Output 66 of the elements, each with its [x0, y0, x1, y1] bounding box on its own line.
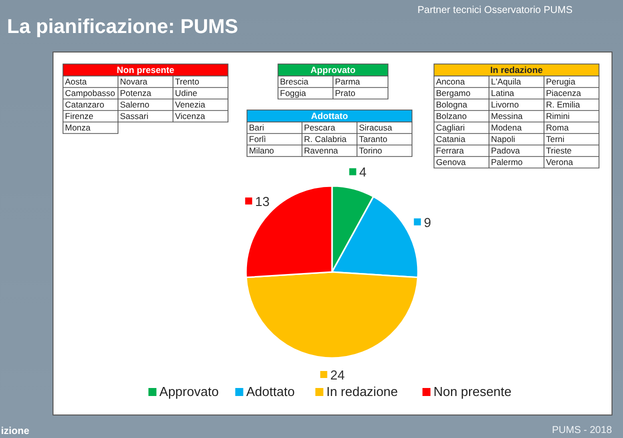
- text: Rimini: [546, 111, 570, 121]
- text: Siracusa: [359, 122, 392, 132]
- text: Livorno: [491, 100, 520, 110]
- text: Ravenna: [304, 146, 338, 156]
- text: izione: [1, 426, 30, 437]
- text: Non presente: [116, 65, 174, 75]
- text: Cagliari: [436, 122, 465, 132]
- text: Perugia: [546, 76, 576, 86]
- text: Bergamo: [436, 88, 471, 98]
- text: Partner tecnici Osservatorio PUMS: [417, 5, 573, 16]
- legend-label: Non presente: [433, 384, 512, 399]
- text: Prato: [335, 88, 356, 98]
- legend-label: In redazione: [326, 384, 398, 399]
- text: Aosta: [65, 76, 88, 86]
- text: In redazione: [490, 65, 543, 75]
- chart-title: La pianificazione: PUMS: [7, 16, 238, 38]
- text: Trento: [175, 76, 200, 86]
- text: Firenze: [65, 111, 94, 121]
- text: Novara: [120, 76, 148, 86]
- text: Latina: [491, 88, 514, 98]
- text: Trieste: [546, 146, 572, 156]
- text: Venezia: [175, 100, 206, 110]
- text: Verona: [546, 157, 574, 167]
- text: Ancona: [436, 76, 466, 86]
- text: Terni: [546, 134, 565, 144]
- data-label: 13: [255, 194, 270, 209]
- text: Ferrara: [436, 146, 464, 156]
- text: Approvato: [310, 65, 356, 75]
- text: Palermo: [491, 157, 523, 167]
- text: Campobasso: [65, 88, 116, 98]
- text: Vicenza: [175, 111, 206, 121]
- text: Bari: [249, 122, 264, 132]
- text: Padova: [491, 146, 520, 156]
- text: Napoli: [491, 134, 516, 144]
- text: Genova: [436, 157, 466, 167]
- text: Bolzano: [436, 111, 467, 121]
- text: PUMS - 2018: [552, 425, 612, 436]
- text: Catania: [436, 134, 466, 144]
- text: Brescia: [280, 76, 309, 86]
- text: Pescara: [304, 122, 336, 132]
- data-label: 4: [359, 164, 366, 180]
- text: Catanzaro: [65, 100, 104, 110]
- text: Torino: [359, 146, 382, 156]
- text: Parma: [335, 76, 360, 86]
- data-label: 24: [330, 368, 345, 382]
- text: Salerno: [120, 100, 150, 110]
- text: Roma: [546, 122, 569, 132]
- legend-label: Adottato: [246, 384, 295, 399]
- data-label: 9: [424, 214, 432, 230]
- text: Bologna: [436, 100, 468, 110]
- text: Monza: [65, 122, 91, 132]
- text: Milano: [249, 146, 274, 156]
- text: Piacenza: [546, 88, 582, 98]
- text: R. Calabria: [304, 134, 347, 144]
- text: Forlì: [249, 134, 266, 144]
- text: Udine: [175, 88, 198, 98]
- text: Modena: [491, 122, 522, 132]
- text: R. Emilia: [546, 100, 580, 110]
- text: Adottato: [311, 111, 348, 121]
- legend-label: Approvato: [159, 384, 219, 399]
- text: Potenza: [120, 88, 152, 98]
- text: Taranto: [359, 134, 388, 144]
- text: Sassari: [120, 111, 148, 121]
- text: Messina: [491, 111, 523, 121]
- text: L'Aquila: [491, 76, 522, 86]
- text: Foggia: [280, 88, 306, 98]
